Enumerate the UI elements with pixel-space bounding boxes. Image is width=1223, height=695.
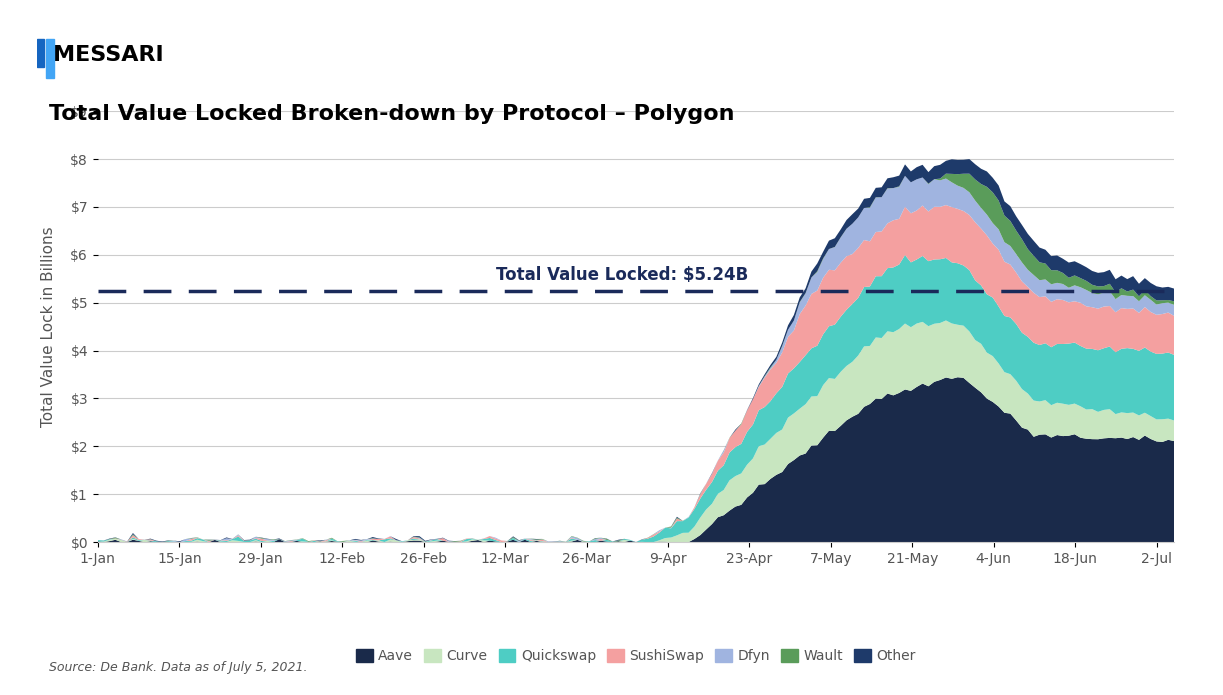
Text: | MESSARI: | MESSARI <box>37 45 164 66</box>
Text: Total Value Locked: $5.24B: Total Value Locked: $5.24B <box>497 266 748 284</box>
Bar <box>46 39 54 78</box>
Bar <box>37 39 44 67</box>
Text: Source: De Bank. Data as of July 5, 2021.: Source: De Bank. Data as of July 5, 2021… <box>49 661 307 674</box>
Legend: Aave, Curve, Quickswap, SushiSwap, Dfyn, Wault, Other: Aave, Curve, Quickswap, SushiSwap, Dfyn,… <box>351 644 921 669</box>
Text: Total Value Locked Broken-down by Protocol – Polygon: Total Value Locked Broken-down by Protoc… <box>49 104 735 124</box>
Y-axis label: Total Value Lock in Billions: Total Value Lock in Billions <box>42 227 56 427</box>
